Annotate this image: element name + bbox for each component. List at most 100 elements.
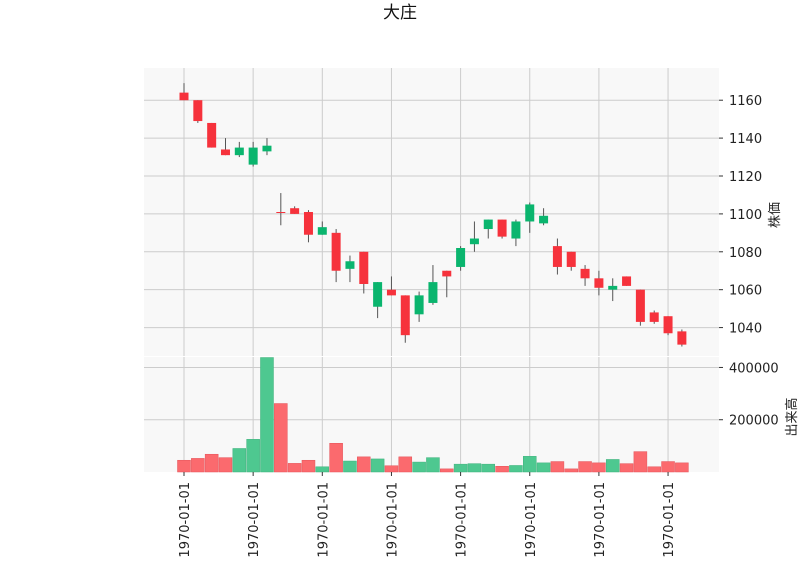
volume-bar [246,439,260,473]
candle-body [525,204,535,222]
volume-tick-label: 400000 [729,361,779,376]
volume-bar [329,443,343,473]
x-tick-label: 1970-01-01 [316,482,331,558]
x-axis: 1970-01-01 1970-01-01 1970-01-01 1970-01-01… [178,472,677,558]
volume-bar [661,461,675,473]
x-tick-label: 1970-01-01 [455,482,470,558]
volume-bar [523,456,537,473]
candle-body [248,147,258,165]
volume-bar [384,465,399,473]
price-panel: 1040 1060 1080 1100 1120 1140 1160 [144,68,762,356]
volume-bar [204,453,219,473]
price-tick-label: 1080 [729,246,762,261]
candle-body [276,212,286,213]
candle-body [373,282,383,307]
price-tick-label: 1120 [729,170,762,185]
volume-bar [426,457,440,473]
candle-body [303,212,313,235]
candle-body [179,92,189,101]
volume-bar [564,468,578,473]
price-tick-label: 1140 [729,132,762,147]
price-panel-background [144,68,719,356]
volume-panel-background [144,357,719,472]
volume-bar [287,463,302,473]
volume-tick-label: 200000 [729,414,779,429]
x-tick-label: 1970-01-01 [247,482,262,558]
price-axis-label: 株価 [768,202,783,228]
volume-bar [578,461,592,473]
volume-bar [467,463,482,473]
volume-bar [191,458,205,473]
volume-bar [633,451,648,473]
candle-body [677,331,687,345]
candle-body [428,282,438,303]
x-tick-label: 1970-01-01 [662,482,677,558]
candle-body [539,215,549,224]
volume-bar [536,462,551,473]
volume-axis-label: 出来高 [784,397,800,436]
x-tick-label: 1970-01-01 [593,482,608,558]
volume-bar [274,403,288,473]
volume-panel: 200000 400000 [144,357,779,473]
volume-bar [232,448,247,473]
candle-body [359,251,369,284]
volume-bar [481,463,496,473]
candle-body [497,219,507,237]
candle-body [331,232,341,271]
price-tick-label: 1100 [729,208,762,223]
volume-bar [343,460,357,473]
volume-bar [370,458,385,473]
candle-body [469,238,479,245]
candle-body [566,251,576,267]
candle-body [483,219,493,230]
volume-bar [509,465,523,473]
candle-body [193,100,203,122]
candle-body [414,295,424,315]
candle-body [649,312,659,322]
chart-title: 大庄 [383,3,417,23]
candle-body [663,316,673,334]
volume-bar [619,463,634,473]
volume-bar [592,462,606,473]
candle-body [317,227,327,235]
x-tick-label: 1970-01-01 [385,482,400,558]
candle-body [511,221,521,239]
candle-body [622,276,632,286]
volume-bar [177,459,191,473]
volume-bar [605,459,620,473]
candle-body [552,246,562,267]
price-tick-label: 1160 [729,94,762,109]
candle-body [608,285,618,290]
x-tick-label: 1970-01-01 [524,482,539,558]
price-tick-label: 1060 [729,284,762,299]
candle-body [594,278,604,288]
candle-body [345,261,355,269]
volume-bar [550,461,565,473]
candle-body [635,289,645,322]
candle-body [290,208,300,214]
candle-body [442,270,452,277]
candle-body [207,122,217,148]
x-tick-label: 1970-01-01 [178,482,193,558]
volume-bar [495,466,509,473]
volume-bar [440,468,454,473]
candle-body [580,268,590,279]
volume-bar [301,459,316,473]
volume-bar [357,456,371,473]
volume-bar [453,463,468,473]
candle-body [234,147,244,156]
candle-body [220,149,230,156]
volume-bar [315,466,330,473]
candle-body [386,289,396,296]
candle-body [262,145,272,152]
volume-bar [398,456,413,473]
candle-body [456,248,466,267]
volume-bar [647,466,661,473]
volume-bar [675,462,689,473]
volume-bar [260,357,274,473]
volume-bar [412,461,426,473]
price-tick-label: 1040 [729,322,762,337]
candle-body [400,295,410,336]
volume-bar [218,457,233,473]
